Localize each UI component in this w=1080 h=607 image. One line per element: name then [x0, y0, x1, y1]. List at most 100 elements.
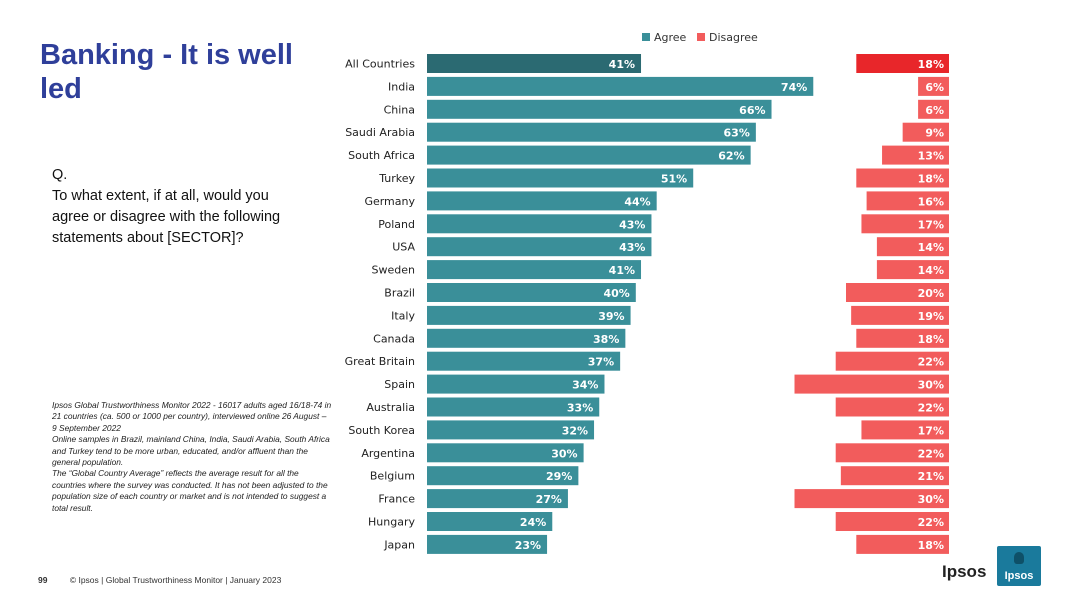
agree-bar: [427, 443, 584, 463]
category-label: Brazil: [384, 287, 415, 300]
ipsos-logo-icon: Ipsos: [997, 546, 1041, 586]
agree-bar: [427, 191, 657, 211]
agree-bar: [427, 237, 652, 257]
disagree-bar: [794, 489, 949, 509]
disagree-bar: [876, 237, 949, 257]
agree-bar: [427, 54, 642, 73]
agree-bar: [427, 420, 595, 440]
disagree-bar: [835, 351, 949, 371]
agree-value-label: 66%: [739, 104, 765, 117]
disagree-bar: [856, 54, 949, 73]
category-label: Sweden: [372, 264, 415, 277]
disagree-bar: [856, 328, 949, 348]
agree-value-label: 41%: [609, 264, 635, 277]
category-label: South Korea: [348, 424, 415, 437]
agree-value-label: 32%: [562, 424, 588, 437]
agree-value-label: 39%: [598, 310, 624, 323]
agree-value-label: 51%: [661, 173, 687, 186]
category-label: Hungary: [368, 516, 415, 529]
disagree-bar: [835, 512, 949, 531]
agree-bar: [427, 214, 652, 234]
category-label: Turkey: [378, 172, 415, 185]
category-label: Argentina: [361, 447, 415, 460]
disagree-bar: [856, 168, 949, 188]
agree-bar: [427, 168, 694, 188]
agree-bar: [427, 397, 600, 417]
footer-text: © Ipsos | Global Trustworthiness Monitor…: [69, 575, 282, 585]
agree-bar: [427, 512, 553, 531]
disagree-bar: [840, 466, 949, 486]
category-label: Saudi Arabia: [345, 126, 415, 139]
agree-bar: [427, 122, 756, 142]
agree-bar: [427, 99, 772, 119]
category-label: Australia: [366, 401, 415, 414]
disagree-bar: [876, 260, 949, 280]
legend-label-agree: Agree: [654, 31, 687, 44]
ipsos-wordmark: Ipsos: [942, 562, 987, 581]
slide-title: Banking - It is well led: [40, 39, 293, 105]
category-label: China: [384, 103, 415, 116]
agree-bar: [427, 466, 579, 486]
note-paragraph: Online samples in Brazil, mainland China…: [52, 434, 330, 468]
category-label: Italy: [391, 309, 415, 322]
agree-value-label: 62%: [718, 150, 744, 163]
agree-value-label: 34%: [572, 379, 598, 392]
category-label: Japan: [383, 538, 415, 551]
slide-footer: 99 © Ipsos | Global Trustworthiness Moni…: [38, 575, 281, 585]
legend-swatch-agree: [642, 33, 650, 41]
disagree-value-label: 22%: [918, 516, 944, 529]
disagree-bar: [846, 283, 949, 302]
disagree-bar: [794, 374, 949, 394]
agree-value-label: 29%: [546, 470, 572, 483]
disagree-value-label: 6%: [925, 81, 944, 94]
agree-bar: [427, 328, 626, 348]
agree-bar: [427, 534, 548, 554]
disagree-value-label: 18%: [918, 58, 944, 71]
agree-value-label: 74%: [781, 81, 807, 94]
question-text: To what extent, if at all, would you agr…: [52, 188, 281, 246]
disagree-value-label: 14%: [918, 241, 944, 254]
disagree-bar: [918, 99, 949, 119]
disagree-value-label: 17%: [918, 424, 944, 437]
agree-bar: [427, 283, 636, 302]
category-label: South Africa: [348, 149, 415, 162]
agree-bar: [427, 260, 642, 280]
agree-value-label: 33%: [567, 402, 593, 415]
agree-value-label: 44%: [624, 195, 650, 208]
agree-value-label: 40%: [603, 287, 629, 300]
disagree-value-label: 13%: [918, 150, 944, 163]
disagree-value-label: 16%: [918, 195, 944, 208]
disagree-value-label: 18%: [918, 173, 944, 186]
category-label: India: [388, 80, 415, 93]
disagree-bar: [882, 145, 949, 165]
agree-bar: [427, 489, 568, 509]
survey-question: Q. To what extent, if at all, would you …: [52, 165, 282, 249]
disagree-value-label: 22%: [918, 447, 944, 460]
agree-value-label: 24%: [520, 516, 546, 529]
disagree-value-label: 30%: [918, 493, 944, 506]
agree-value-label: 41%: [609, 58, 635, 71]
category-label: Germany: [364, 195, 415, 208]
category-label: USA: [392, 241, 415, 254]
disagree-value-label: 14%: [918, 264, 944, 277]
category-label: Spain: [384, 378, 415, 391]
category-label: Great Britain: [345, 355, 415, 368]
agree-value-label: 63%: [724, 127, 750, 140]
page-number: 99: [38, 575, 48, 585]
legend-label-disagree: Disagree: [709, 31, 758, 44]
question-label: Q.: [52, 167, 68, 183]
methodology-note: Ipsos Global Trustworthiness Monitor 202…: [52, 400, 332, 514]
disagree-bar: [902, 122, 949, 142]
disagree-value-label: 18%: [918, 539, 944, 552]
disagree-value-label: 21%: [918, 470, 944, 483]
disagree-bar: [918, 76, 949, 96]
disagree-value-label: 6%: [925, 104, 944, 117]
disagree-bar: [835, 397, 949, 417]
agree-bar: [427, 374, 605, 394]
category-label: Canada: [373, 332, 415, 345]
disagree-value-label: 17%: [918, 218, 944, 231]
chart-bars: All Countries 41% 18% India 74% 6% China 66% 6% S…: [345, 54, 949, 554]
disagree-bar: [835, 443, 949, 463]
disagree-bar: [851, 305, 949, 325]
chart-legend: Agree Disagree: [642, 31, 758, 44]
